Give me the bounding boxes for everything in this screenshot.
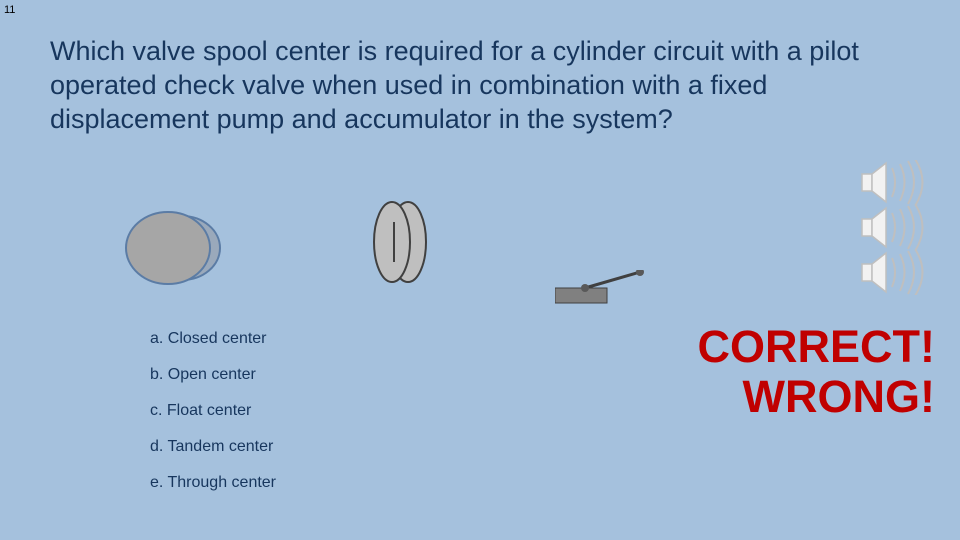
shape-lever <box>555 270 650 305</box>
feedback-wrong: WRONG! <box>698 372 935 422</box>
feedback-block: CORRECT! WRONG! <box>698 322 935 421</box>
feedback-correct: CORRECT! <box>698 322 935 372</box>
answer-e[interactable]: e. Through center <box>150 474 276 492</box>
graphics-area <box>100 200 700 310</box>
answer-c[interactable]: c. Float center <box>150 402 276 420</box>
answer-a[interactable]: a. Closed center <box>150 330 276 348</box>
question-text: Which valve spool center is required for… <box>50 35 920 136</box>
slide-number: 11 <box>4 4 15 16</box>
speaker-icon[interactable] <box>860 160 925 205</box>
shape-cylinder <box>110 210 230 285</box>
answer-d[interactable]: d. Tandem center <box>150 438 276 456</box>
speaker-icon[interactable] <box>860 250 925 295</box>
speaker-icon[interactable] <box>860 205 925 250</box>
shape-double-ellipse <box>370 200 430 285</box>
answer-b[interactable]: b. Open center <box>150 366 276 384</box>
answer-list: a. Closed center b. Open center c. Float… <box>150 330 276 510</box>
